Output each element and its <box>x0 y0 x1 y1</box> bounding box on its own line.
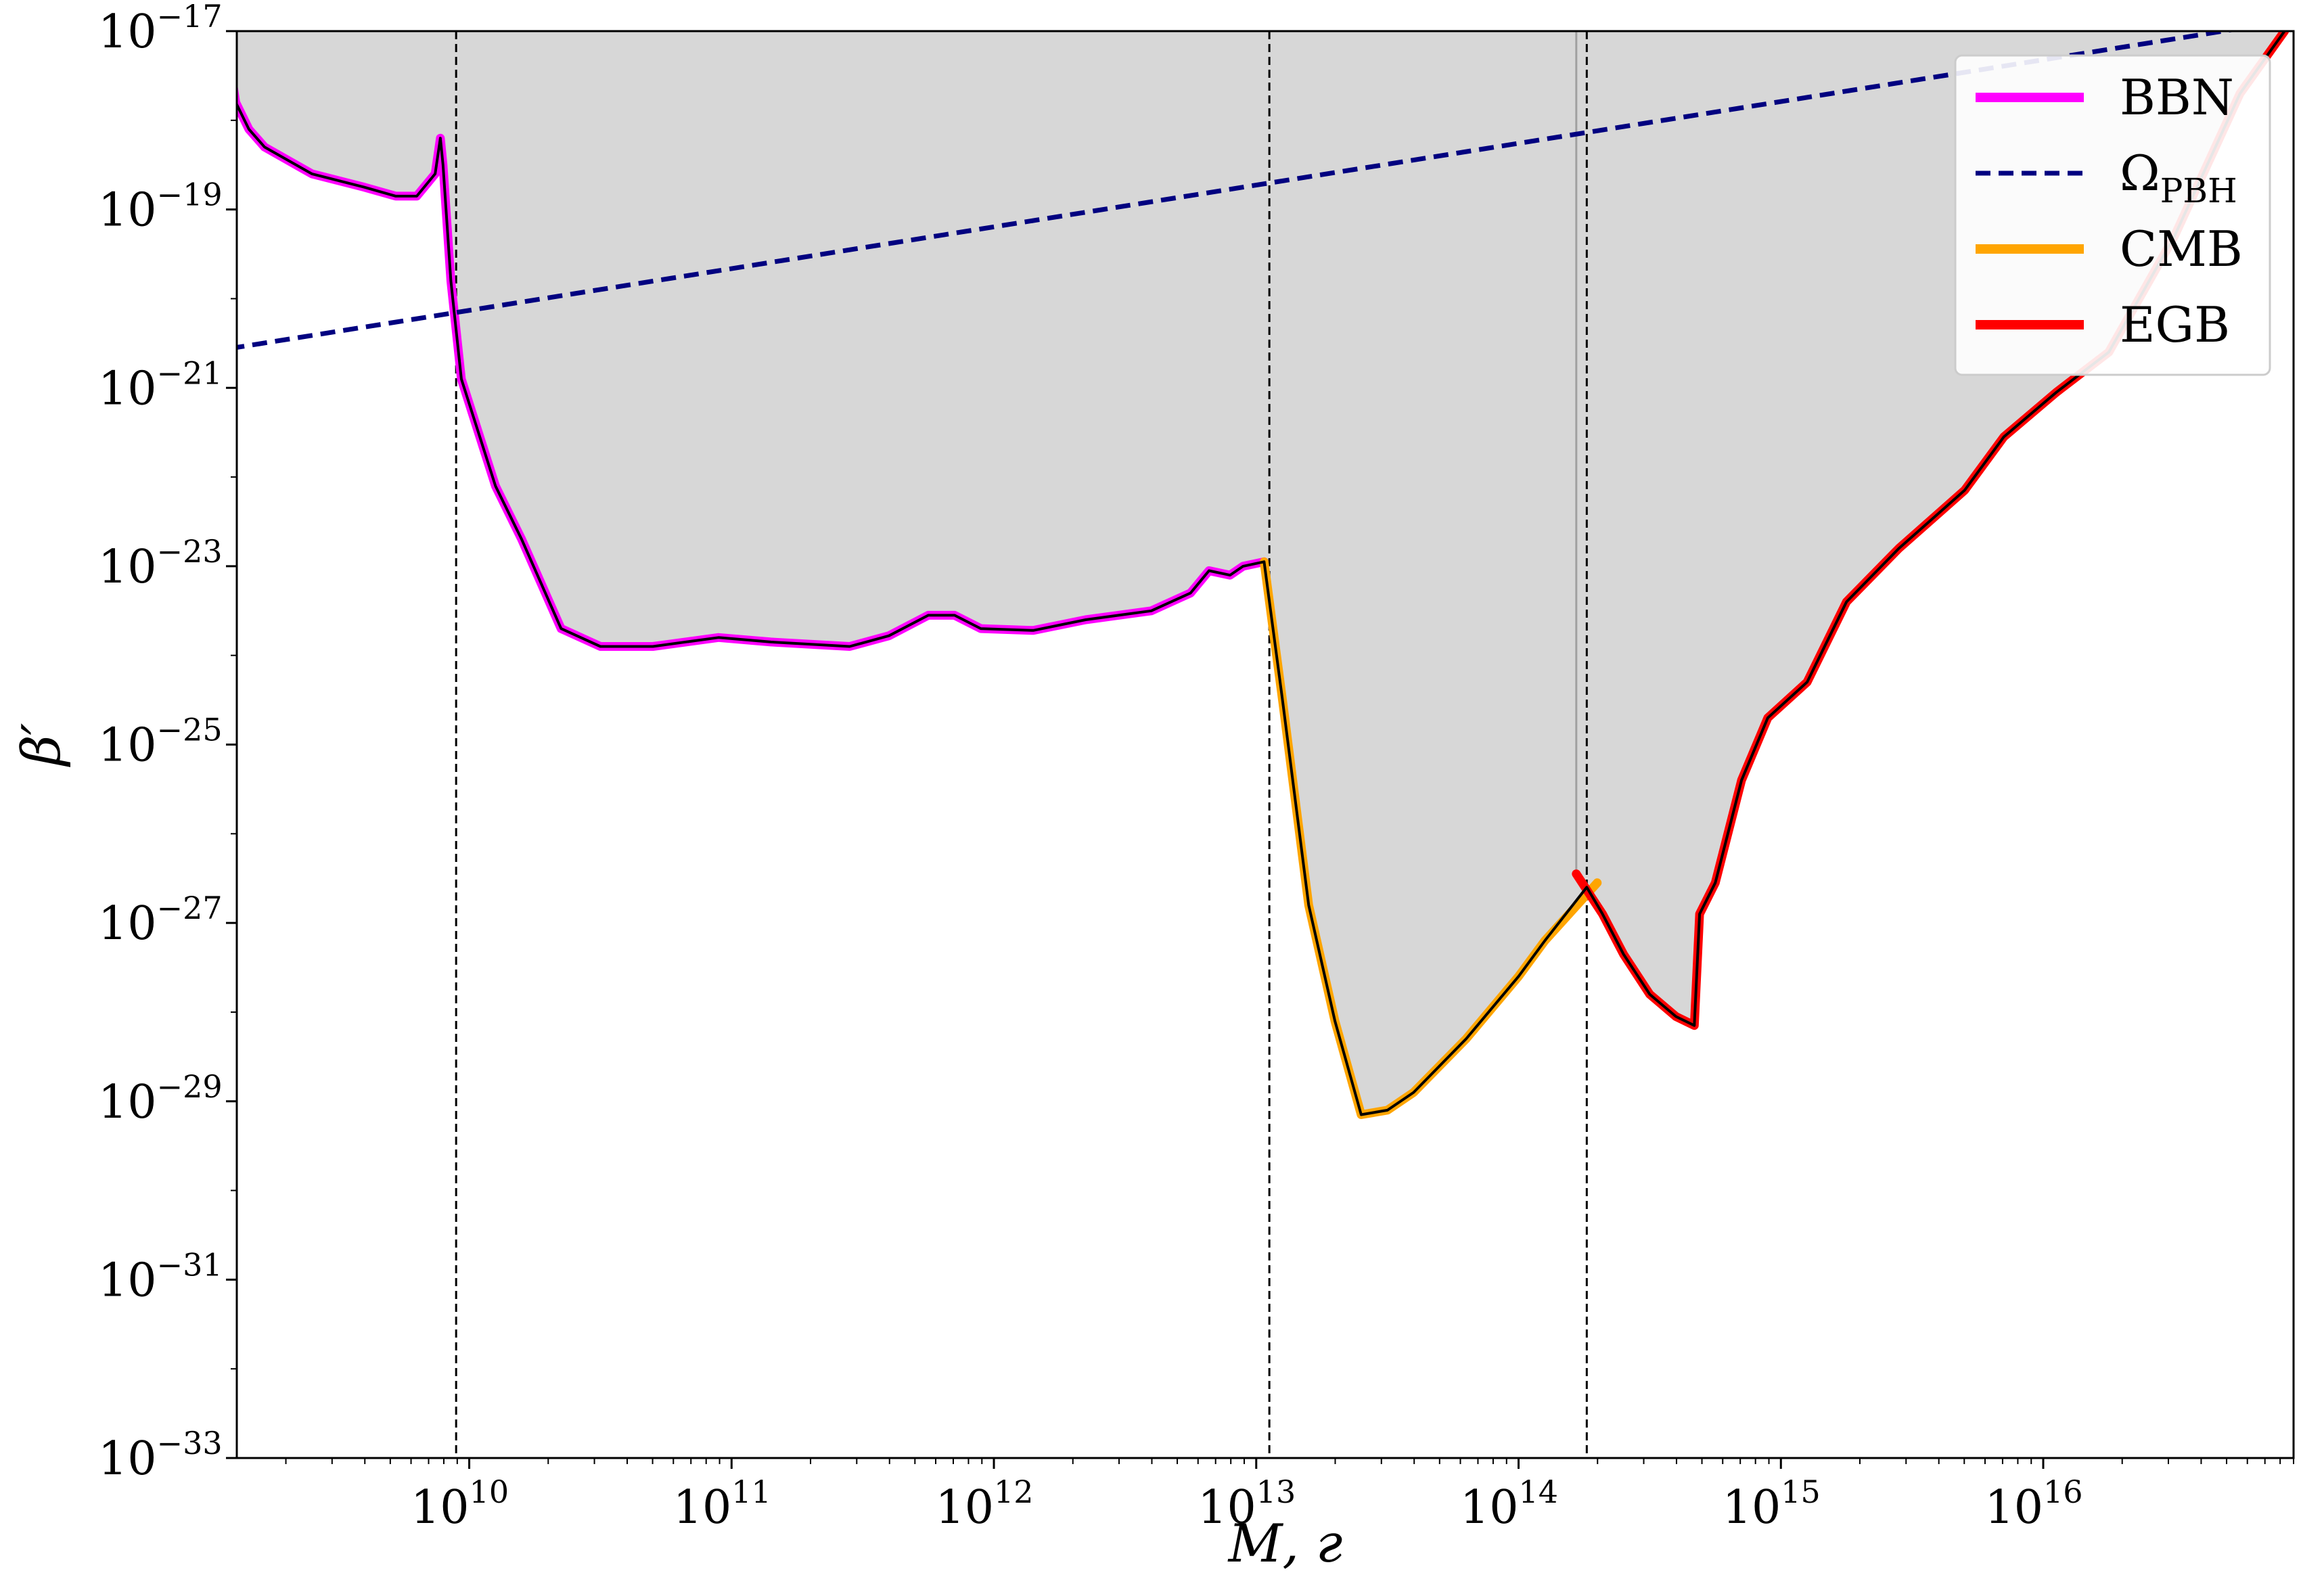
x-axis-ticks: 1010 1011 1012 1013 1014 1015 1016 <box>285 1458 2294 1534</box>
legend-label-1: BBN <box>2120 69 2234 126</box>
x-tick-label: 1016 <box>1984 1474 2082 1534</box>
x-tick-label: 1010 <box>411 1474 509 1534</box>
y-tick-label: 10−21 <box>98 355 223 415</box>
envelope-line <box>237 31 2286 1116</box>
x-tick-label: 1013 <box>1198 1474 1296 1534</box>
legend-box <box>1954 54 2271 376</box>
excluded-region <box>237 31 2285 1115</box>
y-tick-label: 10−23 <box>98 533 223 594</box>
legend: BBN ΩPBH CMB EGB <box>1954 54 2271 376</box>
x-tick-label: 1014 <box>1460 1474 1558 1534</box>
y-axis-title: β′ <box>12 723 72 767</box>
series-pbh-line <box>237 31 2239 350</box>
x-axis-title: M, г <box>1227 1513 1343 1571</box>
x-tick-label: 1011 <box>673 1474 771 1534</box>
x-tick-label: 1015 <box>1723 1474 1821 1534</box>
y-axis-ticks: 10−17 10−19 10−21 10−23 10−25 10−27 10−29 10−31… <box>98 0 237 1486</box>
excluded-region-fill <box>237 31 2285 1115</box>
legend-label-2: ΩPBH <box>2120 145 2237 210</box>
y-tick-label: 10−17 <box>98 0 223 59</box>
legend-label-4: EGB <box>2120 296 2230 353</box>
vertical-boundaries <box>455 31 1588 1458</box>
y-tick-label: 10−27 <box>98 890 223 951</box>
x-tick-label: 1012 <box>936 1474 1034 1534</box>
y-tick-label: 10−31 <box>98 1246 223 1307</box>
legend-label-3: CMB <box>2120 221 2243 277</box>
y-tick-label: 10−19 <box>98 177 223 237</box>
y-tick-label: 10−25 <box>98 712 223 773</box>
y-tick-label: 10−29 <box>98 1068 223 1129</box>
y-tick-label: 10−33 <box>98 1425 223 1486</box>
